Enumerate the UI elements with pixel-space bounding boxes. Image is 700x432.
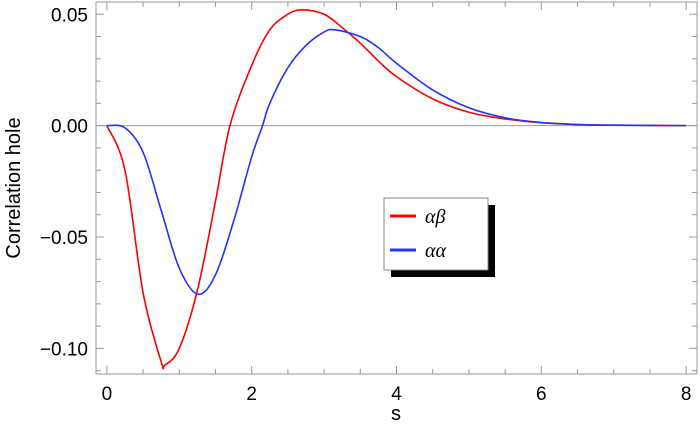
x-tick-label: 4 xyxy=(391,384,402,405)
x-tick-label: 8 xyxy=(681,384,692,405)
curves xyxy=(96,8,697,370)
legend-label-alpha-alpha: αα xyxy=(425,240,446,262)
legend-label-alpha-beta: αβ xyxy=(425,206,445,228)
x-tick-label: 0 xyxy=(102,384,113,405)
legend-box xyxy=(383,197,489,271)
y-tick-label: 0.00 xyxy=(51,117,88,138)
y-tick-label: −0.10 xyxy=(40,339,88,360)
x-tick-label: 6 xyxy=(536,384,547,405)
legend: αβ αα xyxy=(383,197,495,277)
y-tick-label: −0.05 xyxy=(40,228,88,249)
series-line-1 xyxy=(106,28,687,296)
y-tick-label: 0.05 xyxy=(51,5,88,26)
plot-frame xyxy=(95,1,698,375)
y-axis-label: Correlation hole xyxy=(3,117,25,258)
x-axis-label: s xyxy=(391,403,401,425)
ticks: 0 2 4 6 8 0.05 0.00 −0.05 −0.10 xyxy=(40,2,697,405)
x-tick-label: 2 xyxy=(246,384,257,405)
